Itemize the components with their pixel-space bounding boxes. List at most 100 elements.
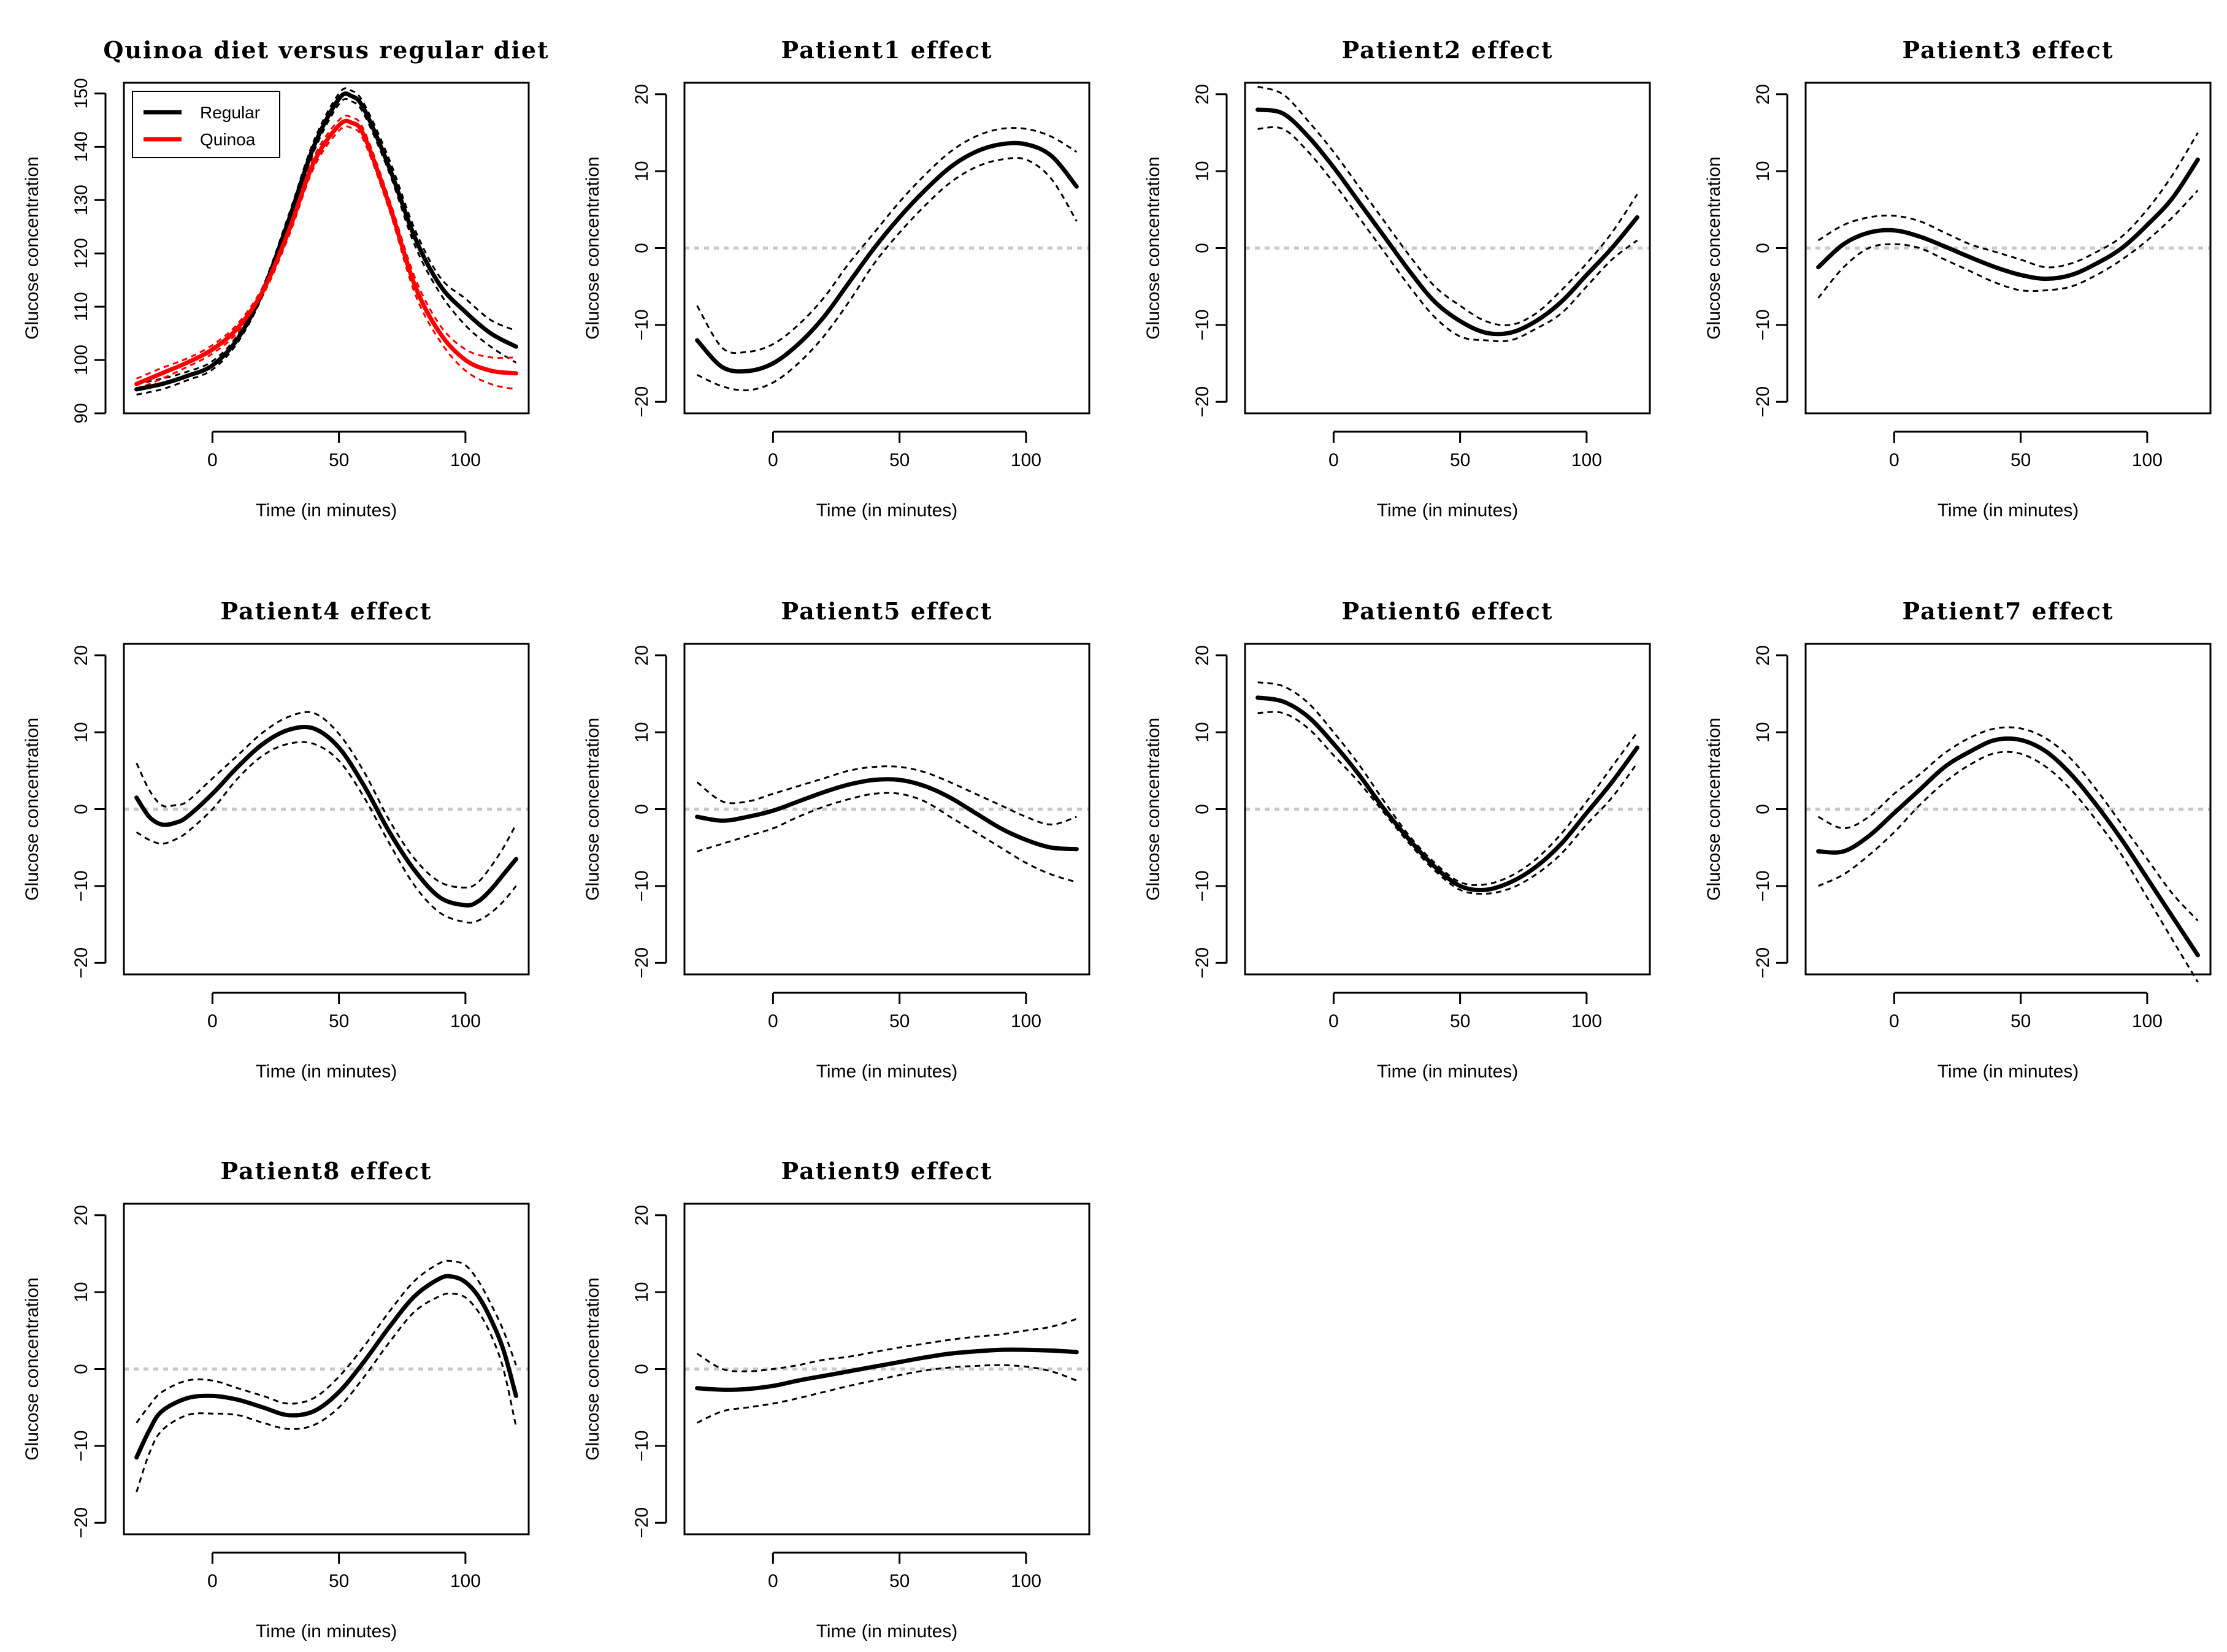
y-tick-label: 10 — [1192, 722, 1213, 742]
x-axis-label: Time (in minutes) — [1377, 500, 1519, 521]
x-axis-label: Time (in minutes) — [816, 1061, 958, 1082]
y-axis-label: Glucose concentration — [1704, 156, 1724, 340]
plot-frame — [123, 82, 530, 415]
x-tick-label: 50 — [329, 450, 349, 470]
x-tick-label: 0 — [207, 1571, 218, 1591]
series-line-effect — [695, 777, 1079, 852]
x-axis-label: Time (in minutes) — [1938, 1061, 2079, 1082]
y-tick-label: −10 — [632, 1430, 652, 1461]
panel-title: Patient5 effect — [781, 597, 993, 625]
y-axis-label: Glucose concentration — [583, 717, 603, 901]
x-tick-label: 0 — [1889, 1011, 1899, 1031]
plot-frame — [1244, 82, 1651, 415]
x-tick-label: 100 — [1571, 450, 1602, 470]
upper-bound-line — [1817, 726, 2199, 922]
y-tick-label: 20 — [632, 645, 652, 665]
x-tick-label: 100 — [2132, 450, 2163, 470]
panel-diet-comparison: Quinoa diet versus regular diet 0 50 100 Tim… — [22, 36, 549, 521]
x-tick-label: 0 — [207, 1011, 218, 1031]
x-tick-label: 50 — [889, 1571, 910, 1591]
x-tick-label: 50 — [329, 1011, 349, 1031]
series-line-effect — [695, 140, 1079, 374]
lower-bound-line — [1817, 751, 2199, 983]
y-tick-label: 150 — [71, 78, 91, 109]
y-tick-label: −10 — [71, 870, 91, 901]
y-tick-label: 20 — [71, 1205, 91, 1225]
x-tick-label: 100 — [1571, 1011, 1602, 1031]
y-axis-label: Glucose concentration — [22, 156, 42, 340]
y-tick-label: −20 — [71, 1507, 91, 1539]
y-tick-label: −20 — [71, 947, 91, 979]
y-tick-label: 0 — [71, 804, 91, 814]
x-tick-label: 0 — [207, 450, 218, 470]
plot-frame — [1804, 82, 2212, 415]
y-tick-label: 0 — [632, 1364, 652, 1374]
lower-bound-line — [136, 98, 517, 396]
panel-title: Quinoa diet versus regular diet — [103, 36, 549, 64]
upper-bound-line — [1817, 132, 2199, 269]
y-tick-label: 0 — [1192, 804, 1213, 814]
plot-frame — [683, 1203, 1091, 1535]
y-tick-label: 10 — [1753, 722, 1773, 742]
y-tick-label: 120 — [71, 238, 91, 269]
x-tick-label: 0 — [1328, 450, 1339, 470]
upper-bound-line — [1257, 681, 1638, 886]
lower-bound-line — [136, 125, 516, 391]
y-tick-label: −20 — [1192, 386, 1213, 418]
y-tick-label: 140 — [71, 131, 91, 162]
series-line-effect — [134, 1274, 518, 1460]
x-tick-label: 50 — [329, 1571, 349, 1591]
y-tick-label: 10 — [71, 1282, 91, 1302]
x-axis-label: Time (in minutes) — [1377, 1061, 1519, 1082]
x-axis-label: Time (in minutes) — [256, 1061, 397, 1082]
lower-bound-line — [696, 156, 1078, 392]
x-axis-label: Time (in minutes) — [816, 1621, 958, 1642]
y-tick-label: −20 — [1753, 386, 1773, 418]
panel-title: Patient3 effect — [1903, 36, 2114, 64]
y-tick-label: −10 — [632, 309, 652, 340]
y-tick-label: 110 — [71, 292, 91, 321]
y-tick-label: 20 — [632, 84, 652, 104]
x-tick-label: 100 — [1011, 1571, 1041, 1591]
y-tick-label: 20 — [1753, 645, 1773, 665]
y-tick-label: 10 — [1192, 161, 1213, 181]
panel-title: Patient8 effect — [221, 1157, 432, 1185]
series-line-effect — [1816, 157, 2200, 281]
y-axis-label: Glucose concentration — [1143, 717, 1163, 901]
y-tick-label: 90 — [71, 403, 91, 423]
y-tick-label: 20 — [1192, 84, 1213, 104]
x-tick-label: 0 — [1328, 1011, 1339, 1031]
y-tick-label: −10 — [1753, 870, 1773, 901]
x-tick-label: 0 — [768, 1571, 778, 1591]
x-tick-label: 50 — [2010, 450, 2031, 470]
y-tick-label: −20 — [632, 947, 652, 979]
lower-bound-line — [136, 741, 517, 924]
x-tick-label: 100 — [450, 1011, 481, 1031]
y-tick-label: 10 — [632, 161, 652, 181]
x-tick-label: 100 — [2132, 1011, 2163, 1031]
series-line-effect — [1816, 736, 2200, 958]
x-axis-label: Time (in minutes) — [256, 1621, 397, 1642]
y-tick-label: 0 — [632, 243, 652, 253]
lower-bound-line — [136, 1292, 517, 1493]
panel-title: Patient1 effect — [781, 36, 993, 64]
x-tick-label: 0 — [768, 1011, 778, 1031]
lower-bound-line — [1817, 189, 2199, 299]
x-axis-label: Time (in minutes) — [816, 500, 958, 521]
x-tick-label: 50 — [1450, 450, 1470, 470]
upper-bound-line — [696, 127, 1078, 354]
upper-bound-line — [136, 87, 516, 385]
x-tick-label: 0 — [1889, 450, 1899, 470]
x-axis-label: Time (in minutes) — [1938, 500, 2079, 521]
y-tick-label: −10 — [71, 1430, 91, 1461]
plot-frame — [683, 82, 1091, 415]
x-tick-label: 50 — [889, 1011, 910, 1031]
x-tick-label: 50 — [1450, 1011, 1470, 1031]
upper-bound-line — [136, 1260, 517, 1424]
y-axis-label: Glucose concentration — [1704, 717, 1724, 901]
